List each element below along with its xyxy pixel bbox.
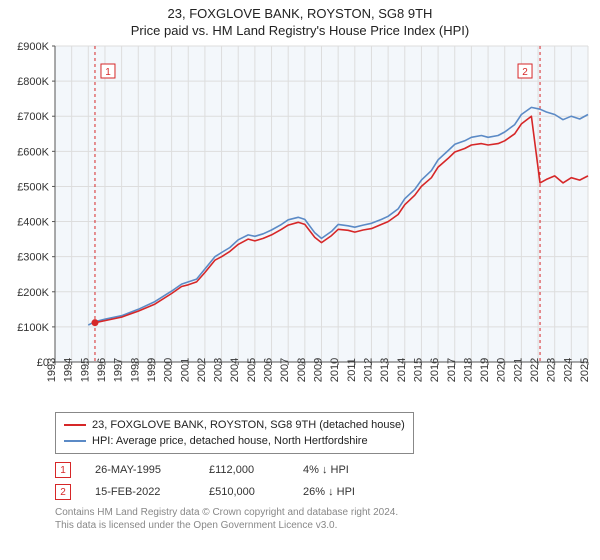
svg-text:£400K: £400K xyxy=(17,217,49,229)
svg-text:£700K: £700K xyxy=(17,111,49,123)
svg-text:1993: 1993 xyxy=(46,358,58,382)
svg-text:2013: 2013 xyxy=(379,358,391,382)
legend-item: HPI: Average price, detached house, Nort… xyxy=(64,433,405,449)
legend-label: HPI: Average price, detached house, Nort… xyxy=(92,433,368,449)
svg-text:2019: 2019 xyxy=(479,358,491,382)
legend-label: 23, FOXGLOVE BANK, ROYSTON, SG8 9TH (det… xyxy=(92,417,405,433)
svg-text:2025: 2025 xyxy=(579,358,591,382)
svg-text:1998: 1998 xyxy=(129,358,141,382)
title-line-1: 23, FOXGLOVE BANK, ROYSTON, SG8 9TH xyxy=(0,6,600,21)
svg-text:2015: 2015 xyxy=(412,358,424,382)
legend: 23, FOXGLOVE BANK, ROYSTON, SG8 9TH (det… xyxy=(55,412,414,454)
svg-text:£900K: £900K xyxy=(17,41,49,53)
svg-text:2024: 2024 xyxy=(562,358,574,382)
svg-text:2023: 2023 xyxy=(546,358,558,382)
svg-text:£200K: £200K xyxy=(17,287,49,299)
transaction-delta: 4% ↓ HPI xyxy=(303,464,349,476)
svg-text:1994: 1994 xyxy=(63,358,75,382)
transaction-price: £112,000 xyxy=(209,464,279,476)
svg-text:2008: 2008 xyxy=(296,358,308,382)
footer-attribution: Contains HM Land Registry data © Crown c… xyxy=(55,506,600,532)
svg-text:2004: 2004 xyxy=(229,358,241,382)
svg-text:2005: 2005 xyxy=(246,358,258,382)
transaction-table: 1 26-MAY-1995 £112,000 4% ↓ HPI 2 15-FEB-2022… xyxy=(55,462,600,500)
transaction-marker: 1 xyxy=(55,462,71,478)
transaction-row: 1 26-MAY-1995 £112,000 4% ↓ HPI xyxy=(55,462,600,478)
svg-text:1999: 1999 xyxy=(146,358,158,382)
svg-text:2018: 2018 xyxy=(462,358,474,382)
svg-text:2017: 2017 xyxy=(446,358,458,382)
svg-text:1995: 1995 xyxy=(79,358,91,382)
svg-text:£300K: £300K xyxy=(17,252,49,264)
title-block: 23, FOXGLOVE BANK, ROYSTON, SG8 9TH Pric… xyxy=(0,0,600,38)
transaction-delta: 26% ↓ HPI xyxy=(303,486,355,498)
legend-swatch xyxy=(64,440,86,442)
legend-swatch xyxy=(64,424,86,426)
svg-text:£100K: £100K xyxy=(17,322,49,334)
svg-text:2012: 2012 xyxy=(362,358,374,382)
svg-text:1996: 1996 xyxy=(96,358,108,382)
footer-line-1: Contains HM Land Registry data © Crown c… xyxy=(55,506,600,519)
svg-text:£500K: £500K xyxy=(17,181,49,193)
svg-text:1997: 1997 xyxy=(113,358,125,382)
svg-text:£800K: £800K xyxy=(17,76,49,88)
transaction-date: 15-FEB-2022 xyxy=(95,486,185,498)
svg-text:1: 1 xyxy=(105,67,111,78)
svg-text:£600K: £600K xyxy=(17,146,49,158)
transaction-row: 2 15-FEB-2022 £510,000 26% ↓ HPI xyxy=(55,484,600,500)
title-line-2: Price paid vs. HM Land Registry's House … xyxy=(0,23,600,38)
svg-text:2010: 2010 xyxy=(329,358,341,382)
svg-text:2007: 2007 xyxy=(279,358,291,382)
transaction-marker: 2 xyxy=(55,484,71,500)
chart-container: 23, FOXGLOVE BANK, ROYSTON, SG8 9TH Pric… xyxy=(0,0,600,532)
svg-text:2001: 2001 xyxy=(179,358,191,382)
svg-text:2006: 2006 xyxy=(263,358,275,382)
svg-text:2003: 2003 xyxy=(213,358,225,382)
svg-text:2020: 2020 xyxy=(496,358,508,382)
svg-text:2002: 2002 xyxy=(196,358,208,382)
transaction-date: 26-MAY-1995 xyxy=(95,464,185,476)
line-chart: £0£100K£200K£300K£400K£500K£600K£700K£80… xyxy=(0,38,600,408)
svg-text:2: 2 xyxy=(522,67,528,78)
svg-text:2009: 2009 xyxy=(313,358,325,382)
svg-text:2021: 2021 xyxy=(512,358,524,382)
svg-text:2016: 2016 xyxy=(429,358,441,382)
svg-text:2000: 2000 xyxy=(163,358,175,382)
footer-line-2: This data is licensed under the Open Gov… xyxy=(55,519,600,532)
svg-text:2014: 2014 xyxy=(396,358,408,382)
legend-item: 23, FOXGLOVE BANK, ROYSTON, SG8 9TH (det… xyxy=(64,417,405,433)
transaction-price: £510,000 xyxy=(209,486,279,498)
svg-text:2022: 2022 xyxy=(529,358,541,382)
